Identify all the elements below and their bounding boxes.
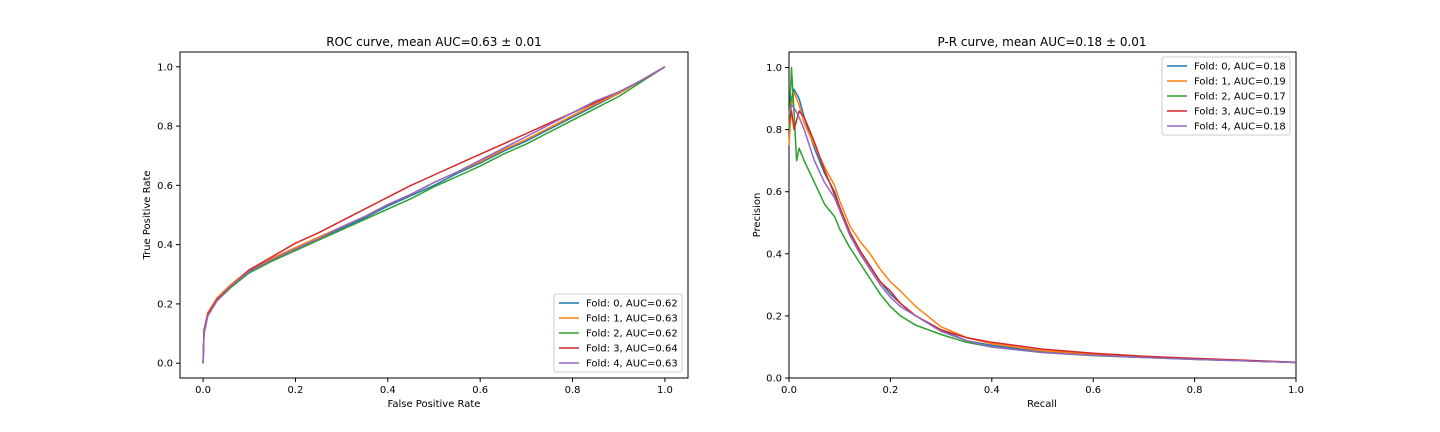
roc-series-line-fold-2 [202,66,666,364]
pr-ytick-label: 0.8 [766,125,782,136]
pr-legend-label-fold-1: Fold: 1, AUC=0.19 [1194,77,1286,88]
pr-xtick-label: 0.0 [781,385,797,396]
roc-xtick-label: 1.0 [657,385,673,396]
roc-ytick-label: 1.0 [157,62,173,73]
pr-ytick-label: 1.0 [766,63,782,74]
pr-chart: P-R curve, mean AUC=0.18 ± 0.01 0.0 0.2 0.… [752,35,1304,410]
pr-xtick-label: 0.8 [1187,385,1203,396]
roc-chart: ROC curve, mean AUC=0.63 ± 0.01 0.0 0.2 0.… [142,35,689,410]
roc-ticks: 0.0 0.2 0.4 0.6 0.8 1.0 0.0 0.2 0.4 0.6 0.8 1.0 [157,62,673,396]
roc-ytick-label: 0.6 [157,181,173,192]
pr-legend-label-fold-3: Fold: 3, AUC=0.19 [1194,107,1286,118]
pr-ytick-label: 0.0 [766,374,782,385]
roc-ytick-label: 0.8 [157,122,173,133]
roc-legend-label-fold-2: Fold: 2, AUC=0.62 [586,329,678,340]
roc-title: ROC curve, mean AUC=0.63 ± 0.01 [326,35,542,49]
pr-legend-box [1161,56,1291,136]
pr-series-line-fold-3 [788,110,1297,363]
pr-title: P-R curve, mean AUC=0.18 ± 0.01 [937,35,1146,49]
pr-ytick-label: 0.6 [766,187,782,198]
pr-series [788,66,1297,364]
roc-ytick-label: 0.2 [157,299,173,310]
roc-ytick-label: 0.4 [157,240,173,251]
roc-ytick-label: 0.0 [157,359,173,370]
roc-legend: Fold: 0, AUC=0.62 Fold: 1, AUC=0.63 Fold: … [553,293,683,373]
pr-ylabel: Precision [752,193,763,238]
pr-xtick-label: 0.6 [1085,385,1101,396]
pr-xtick-label: 1.0 [1288,385,1304,396]
pr-ticks: 0.0 0.2 0.4 0.6 0.8 1.0 0.0 0.2 0.4 0.6 0.8 1.0 [766,63,1304,396]
pr-xtick-label: 0.4 [984,385,1000,396]
roc-xtick-label: 0.6 [472,385,488,396]
pr-legend: Fold: 0, AUC=0.18 Fold: 1, AUC=0.19 Fold: … [1161,56,1291,136]
pr-series-line-fold-1 [788,91,1297,364]
pr-ytick-label: 0.4 [766,249,782,260]
roc-series [202,66,666,364]
roc-legend-box [553,293,683,373]
roc-legend-label-fold-3: Fold: 3, AUC=0.64 [586,344,678,355]
pr-legend-label-fold-0: Fold: 0, AUC=0.18 [1194,62,1286,73]
roc-xtick-label: 0.0 [195,385,211,396]
pr-xlabel: Recall [1027,399,1057,410]
pr-legend-label-fold-2: Fold: 2, AUC=0.17 [1194,92,1286,103]
pr-ytick-label: 0.2 [766,311,782,322]
roc-xtick-label: 0.2 [288,385,304,396]
roc-xtick-label: 0.4 [380,385,396,396]
pr-xtick-label: 0.2 [882,385,898,396]
roc-xlabel: False Positive Rate [388,399,481,410]
roc-legend-label-fold-4: Fold: 4, AUC=0.63 [586,359,678,370]
roc-xtick-label: 0.8 [565,385,581,396]
roc-legend-label-fold-1: Fold: 1, AUC=0.63 [586,314,678,325]
pr-legend-label-fold-4: Fold: 4, AUC=0.18 [1194,122,1286,133]
pr-series-line-fold-4 [788,104,1297,364]
roc-legend-label-fold-0: Fold: 0, AUC=0.62 [586,299,678,310]
roc-ylabel: True Positive Rate [142,170,153,260]
roc-series-line-fold-4 [202,66,666,364]
